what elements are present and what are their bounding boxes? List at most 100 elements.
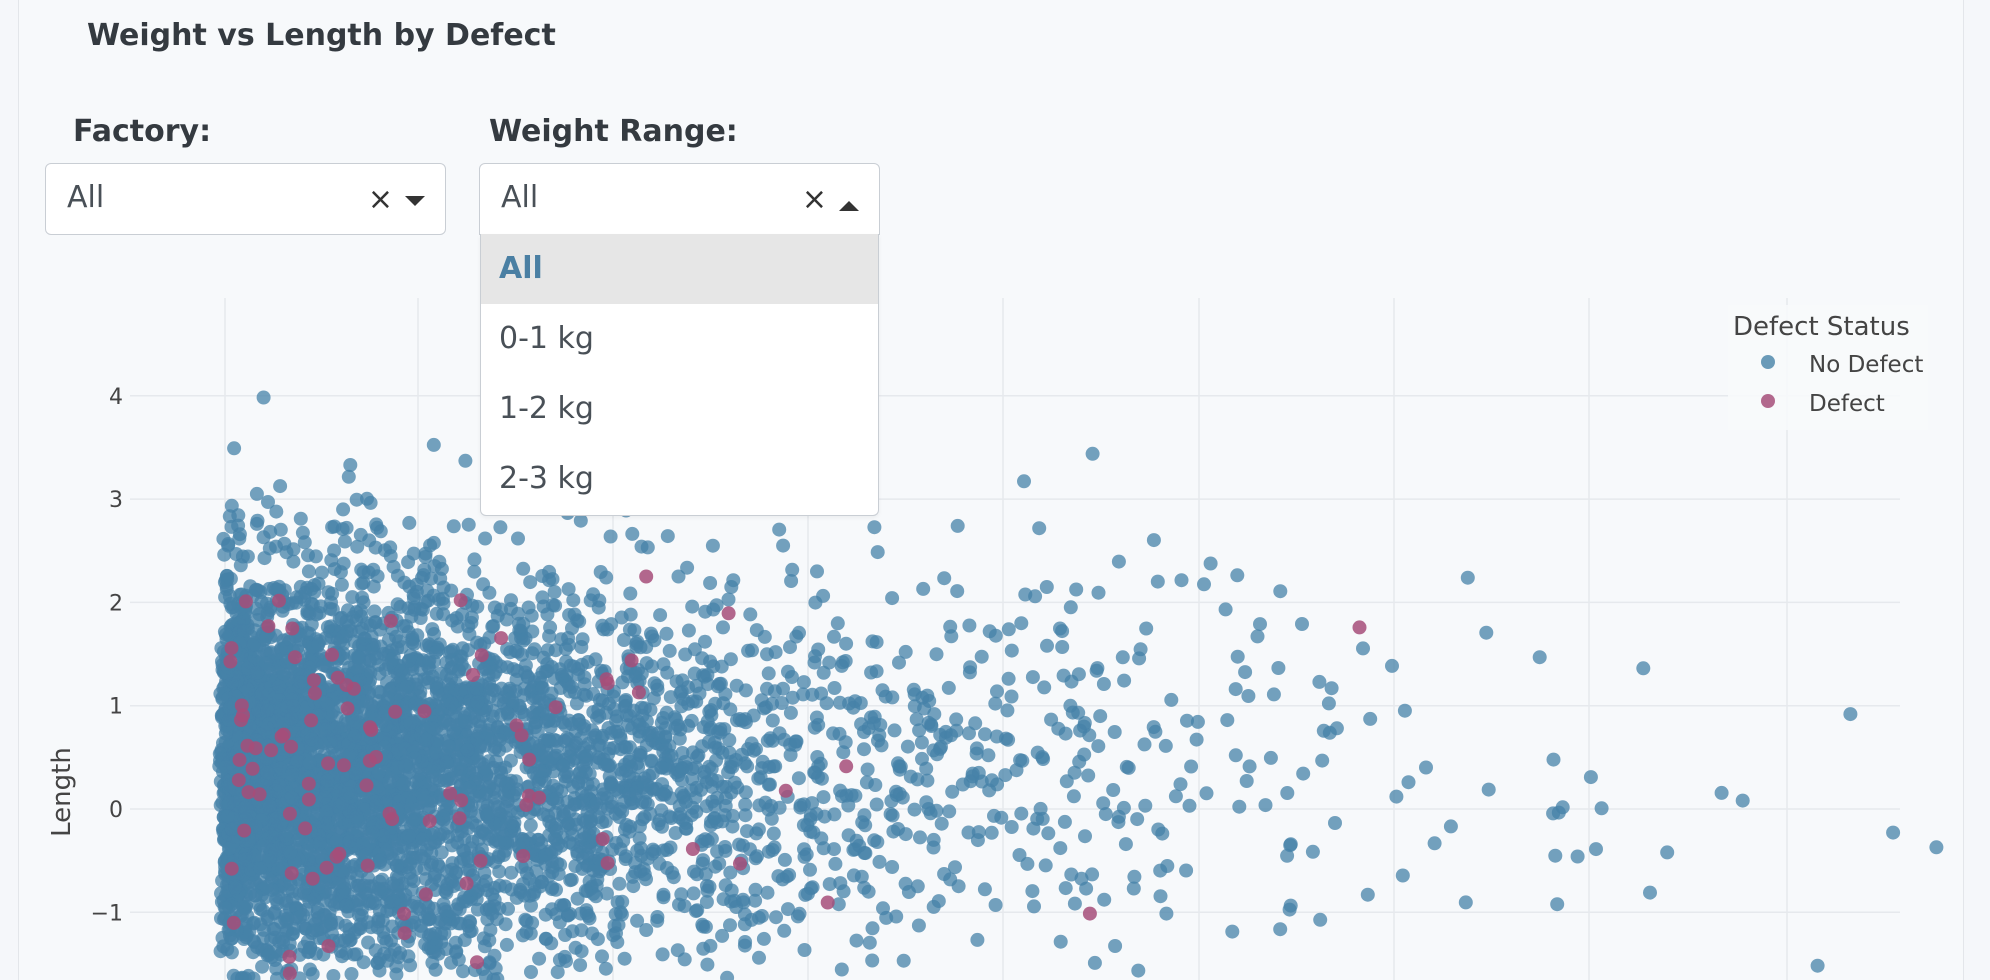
point-no-defect [962,665,977,680]
point-no-defect [552,915,567,930]
point-no-defect [1078,829,1092,844]
point-no-defect [1238,665,1253,680]
point-no-defect [221,537,236,551]
point-no-defect [545,572,560,587]
factory-clear-icon[interactable]: × [367,182,393,217]
point-no-defect [262,799,277,814]
point-no-defect [434,845,449,860]
point-no-defect [1030,811,1045,826]
point-no-defect [402,515,417,530]
point-no-defect [1385,658,1399,673]
point-no-defect [269,961,284,976]
point-no-defect [865,921,880,936]
point-no-defect [578,883,593,898]
point-no-defect [945,784,960,799]
weight-range-dropdown[interactable]: All × [479,163,880,235]
point-no-defect [273,761,288,776]
point-no-defect [687,864,701,879]
point-no-defect [1225,924,1240,939]
point-no-defect [1004,689,1019,704]
factory-dropdown[interactable]: All × [45,163,446,235]
point-no-defect [915,690,930,705]
point-no-defect [962,618,977,633]
point-no-defect [312,836,327,851]
point-no-defect [325,586,340,601]
point-no-defect [1570,849,1585,864]
point-no-defect [865,953,880,968]
point-no-defect [1220,713,1235,728]
point-no-defect [1139,621,1154,636]
factory-selected-value: All [67,180,105,215]
chevron-up-icon[interactable] [839,201,859,211]
point-no-defect [712,856,727,871]
point-no-defect [1085,446,1100,461]
point-no-defect [885,860,900,874]
point-no-defect [590,738,605,752]
point-no-defect [499,810,514,825]
point-no-defect [369,517,384,532]
point-no-defect [703,654,718,669]
weight-range-clear-icon[interactable]: × [801,182,827,217]
point-no-defect [439,904,454,919]
point-no-defect [301,564,316,579]
point-no-defect [596,622,611,637]
point-no-defect [838,735,853,750]
point-no-defect [493,520,508,535]
point-no-defect [503,753,518,768]
point-no-defect [716,696,731,711]
point-no-defect [483,923,498,938]
point-no-defect [301,548,315,563]
point-no-defect [913,830,927,845]
point-no-defect [1458,895,1473,910]
point-no-defect [998,768,1013,783]
point-no-defect [359,840,374,855]
point-no-defect [1014,806,1029,821]
point-no-defect [261,947,276,962]
point-no-defect [1066,789,1081,804]
point-no-defect [874,738,889,753]
point-no-defect [785,562,800,577]
point-no-defect [1038,858,1053,873]
weight-range-label: Weight Range: [489,114,738,149]
point-no-defect [405,740,420,754]
point-no-defect [974,649,989,664]
point-no-defect [1228,748,1243,763]
chevron-down-icon[interactable] [405,196,425,206]
point-no-defect [1025,884,1040,899]
point-no-defect [356,955,371,970]
point-no-defect [675,746,690,760]
point-no-defect [730,780,745,795]
point-no-defect [478,531,493,546]
point-no-defect [304,582,319,596]
point-no-defect [645,629,660,644]
point-no-defect [1121,760,1136,775]
point-no-defect [571,713,586,728]
point-no-defect [334,577,349,592]
point-no-defect [1117,673,1132,688]
point-no-defect [581,655,595,669]
point-no-defect [690,750,705,765]
point-no-defect [830,616,845,631]
point-no-defect [701,734,716,749]
point-no-defect [761,666,776,681]
point-no-defect [457,714,472,729]
point-no-defect [1190,714,1205,729]
point-no-defect [278,912,293,927]
point-no-defect [1137,737,1152,752]
point-no-defect [344,967,359,980]
point-no-defect [382,775,397,790]
point-no-defect [470,731,485,746]
point-no-defect [595,949,609,964]
point-no-defect [476,577,491,592]
point-no-defect [621,718,636,733]
point-no-defect [656,887,671,902]
point-no-defect [369,798,384,813]
point-no-defect [339,520,354,535]
point-no-defect [704,703,718,718]
point-no-defect [717,722,732,737]
point-no-defect [1081,768,1096,783]
point-no-defect [1138,798,1153,813]
point-no-defect [777,923,792,938]
point-no-defect [1071,667,1086,682]
point-no-defect [750,849,764,864]
